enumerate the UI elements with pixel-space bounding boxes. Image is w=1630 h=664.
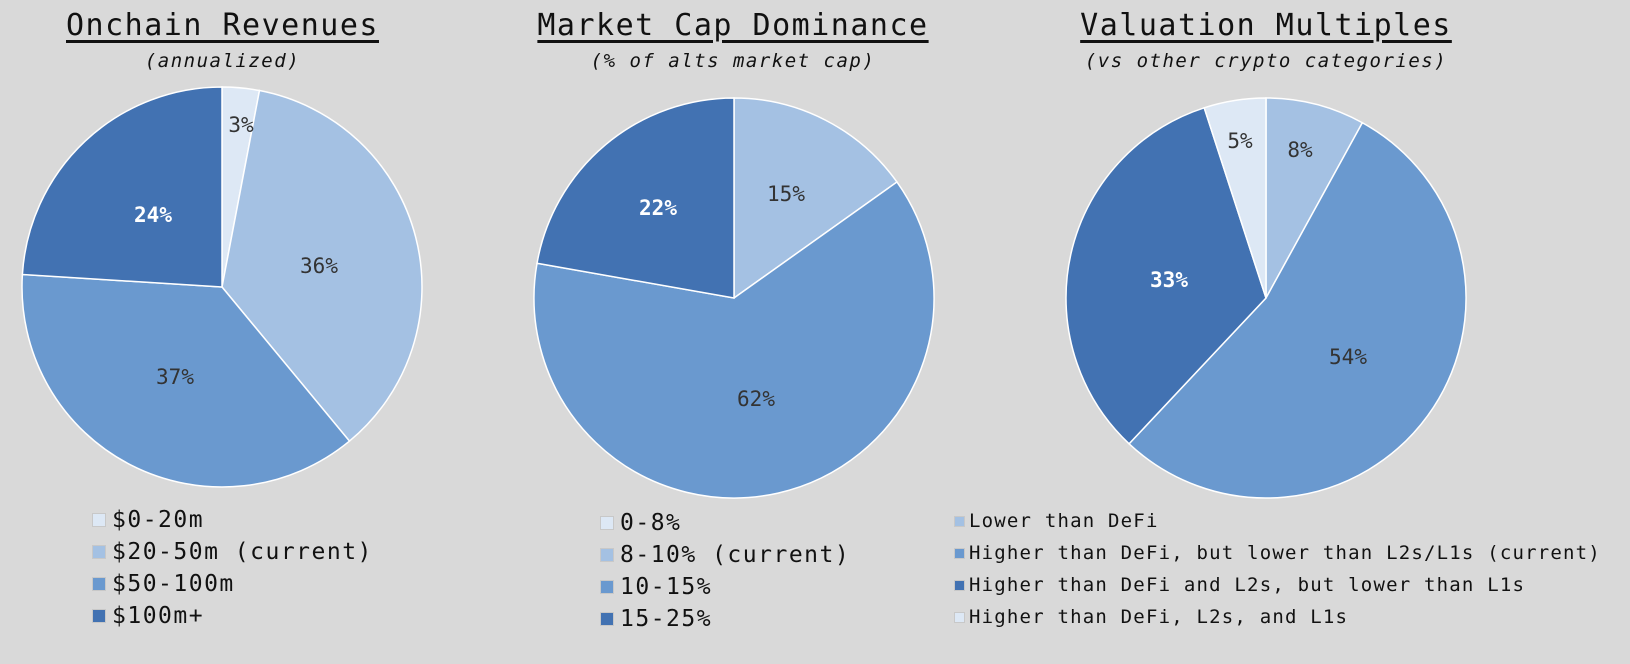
chart-legend: Lower than DeFi Higher than DeFi, but low… <box>954 505 1601 633</box>
slice-data-label: 33% <box>1150 268 1188 292</box>
chart-title: Valuation Multiples <box>1080 8 1452 43</box>
legend-label: 10-15% <box>620 574 713 600</box>
legend-swatch-icon <box>600 580 614 594</box>
legend-swatch-icon <box>92 513 106 527</box>
legend-swatch-icon <box>954 611 965 623</box>
pie-slice <box>21 86 223 288</box>
legend-item: Higher than DeFi, but lower than L2s/L1s… <box>954 537 1601 569</box>
legend-label: Higher than DeFi, L2s, and L1s <box>969 606 1349 628</box>
legend-label: Higher than DeFi, but lower than L2s/L1s… <box>969 542 1601 564</box>
legend-item: Lower than DeFi <box>954 505 1601 537</box>
pie-slice <box>1203 97 1267 299</box>
pie-1: 15% 62% 22% <box>533 97 935 499</box>
slice-data-label: 5% <box>1227 129 1253 153</box>
chart-subtitle: (annualized) <box>144 50 301 72</box>
legend-item: Higher than DeFi, L2s, and L1s <box>954 601 1601 633</box>
slice-data-label: 3% <box>228 113 254 137</box>
slice-data-label: 62% <box>737 387 775 411</box>
pie-slice <box>21 273 351 488</box>
legend-label: Lower than DeFi <box>969 510 1159 532</box>
legend-item: 15-25% <box>600 603 850 635</box>
legend-item: $0-20m <box>92 504 373 536</box>
pie-slice <box>533 180 935 499</box>
legend-swatch-icon <box>92 577 106 591</box>
pie-2: 8% 54% 33% 5% <box>1065 97 1467 499</box>
chart-title: Onchain Revenues <box>66 8 379 43</box>
chart-subtitle: (vs other crypto categories) <box>1084 50 1448 72</box>
legend-label: $50-100m <box>112 571 235 597</box>
legend-item: Higher than DeFi and L2s, but lower than… <box>954 569 1601 601</box>
legend-item: 0-8% <box>600 507 850 539</box>
legend-label: $0-20m <box>112 507 205 533</box>
slice-data-label: 15% <box>767 182 805 206</box>
legend-swatch-icon <box>92 609 106 623</box>
pie-slice <box>1265 97 1364 299</box>
legend-item: $50-100m <box>92 568 373 600</box>
slice-data-label: 8% <box>1287 138 1313 162</box>
legend-label: $20-50m (current) <box>112 539 373 565</box>
slice-data-label: 54% <box>1329 345 1367 369</box>
legend-swatch-icon <box>600 516 614 530</box>
chart-legend: $0-20m $20-50m (current) $50-100m $100m+ <box>92 504 373 632</box>
legend-label: 8-10% (current) <box>620 542 851 568</box>
legend-swatch-icon <box>954 579 965 591</box>
chart-market-cap-dominance: Market Cap Dominance (% of alts market c… <box>510 0 956 664</box>
legend-item: $20-50m (current) <box>92 536 373 568</box>
pie-0: 3% 36% 37% 24% <box>21 86 423 488</box>
chart-onchain-revenues: Onchain Revenues (annualized) <box>0 0 445 664</box>
legend-label: 15-25% <box>620 606 713 632</box>
slice-data-label: 36% <box>300 254 338 278</box>
pie-slice <box>1065 106 1267 445</box>
legend-label: Higher than DeFi and L2s, but lower than… <box>969 574 1526 596</box>
pie-slice <box>221 89 423 443</box>
chart-legend: 0-8% 8-10% (current) 10-15% 15-25% <box>600 507 850 635</box>
legend-swatch-icon <box>92 545 106 559</box>
chart-subtitle: (% of alts market cap) <box>590 50 876 72</box>
legend-swatch-icon <box>600 548 614 562</box>
legend-item: 10-15% <box>600 571 850 603</box>
slice-data-label: 37% <box>156 365 194 389</box>
legend-label: $100m+ <box>112 603 205 629</box>
pie-slice <box>1128 121 1467 499</box>
chart-title: Market Cap Dominance <box>537 8 929 43</box>
legend-swatch-icon <box>600 612 614 626</box>
legend-swatch-icon <box>954 515 965 527</box>
pie-slice <box>536 97 735 299</box>
legend-item: 8-10% (current) <box>600 539 850 571</box>
slice-data-label: 24% <box>134 203 172 227</box>
chart-valuation-multiples: Valuation Multiples (vs other crypto cat… <box>1040 0 1492 664</box>
legend-label: 0-8% <box>620 510 682 536</box>
legend-swatch-icon <box>954 547 965 559</box>
slice-data-label: 22% <box>639 196 677 220</box>
pie-slice <box>733 97 898 300</box>
legend-item: $100m+ <box>92 600 373 632</box>
